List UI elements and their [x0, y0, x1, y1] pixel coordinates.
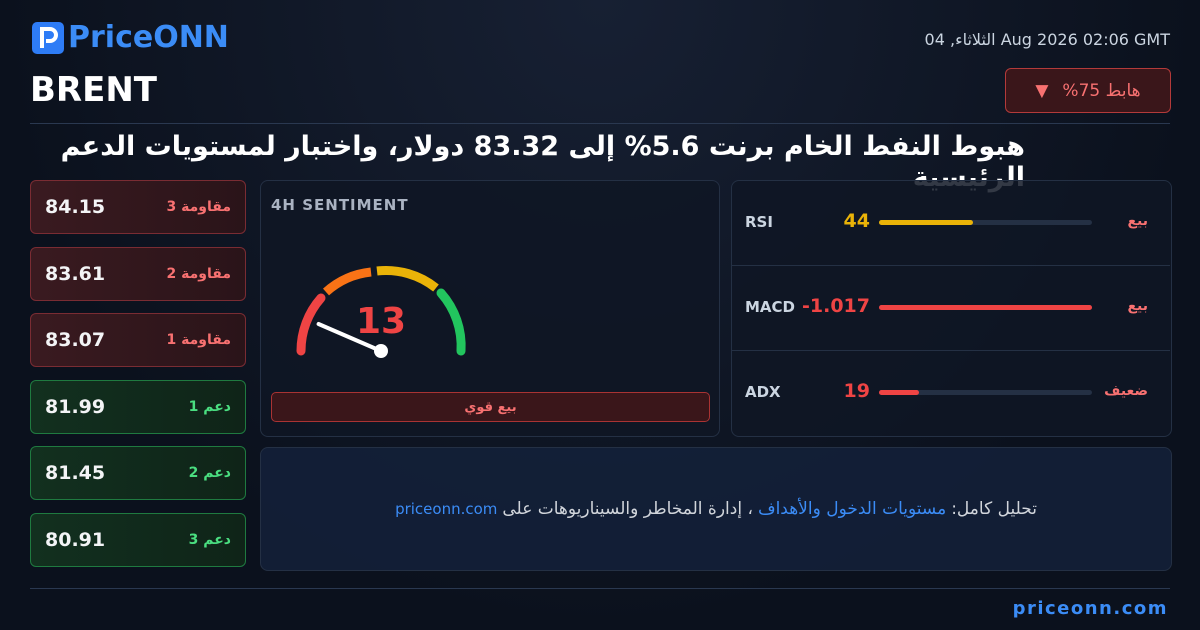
- sentiment-label: بيع قوي: [271, 392, 710, 422]
- indicator-bar: [879, 220, 973, 225]
- indicator-value: 44: [843, 210, 870, 232]
- indicator-row: ADX 19 ضعيف: [731, 350, 1170, 435]
- level-value: 81.45: [45, 462, 106, 485]
- datetime: الثلاثاء, 04 Aug 2026 02:06 GMT: [924, 30, 1170, 49]
- indicator-row: MACD -1.017 بيع: [731, 265, 1170, 351]
- logo: PriceONN: [68, 20, 229, 55]
- logo-icon: [32, 22, 64, 54]
- footer-site[interactable]: priceonn.com: [1012, 598, 1168, 619]
- cta: تحليل كامل: مستويات الدخول والأهداف ، إدار…: [260, 447, 1172, 571]
- level-label: مقاومة 1: [166, 332, 232, 349]
- symbol: BRENT: [30, 70, 157, 110]
- level-label: مقاومة 3: [166, 199, 232, 215]
- indicator-track: [879, 220, 1092, 225]
- indicator-value: -1.017: [802, 295, 870, 317]
- level-box: 84.15 مقاومة 3: [30, 180, 246, 234]
- level-value: 81.99: [45, 395, 106, 418]
- badge: ▼ %هابط 75: [1005, 68, 1171, 113]
- indicator-bar: [879, 390, 920, 395]
- cta-site[interactable]: priceonn.com: [395, 500, 498, 518]
- indicator-value: 19: [843, 380, 870, 402]
- level-box: 83.07 مقاومة 1: [30, 313, 246, 368]
- sentiment-title: 4H SENTIMENT: [271, 196, 409, 214]
- badge-icon: ▼: [1035, 80, 1049, 101]
- level-label: دعم 1: [188, 398, 231, 415]
- gauge-needle: [316, 321, 383, 353]
- indicator-signal: بيع: [1127, 298, 1148, 314]
- level-value: 83.07: [45, 329, 106, 352]
- level-value: 80.91: [45, 529, 106, 551]
- level-box: 81.99 دعم 1: [30, 379, 246, 434]
- level-label: مقاومة 2: [166, 265, 232, 282]
- indicator-name: MACD: [745, 298, 795, 316]
- indicator-signal: ضعيف: [1104, 383, 1148, 399]
- cta-prefix: تحليل كامل:: [951, 499, 1037, 519]
- indicator-signal: بيع: [1127, 213, 1148, 229]
- divider: [30, 588, 1170, 589]
- level-box: 83.61 مقاومة 2: [30, 246, 246, 301]
- indicator-name: RSI: [745, 213, 773, 231]
- level-box: 80.91 دعم 3: [30, 513, 246, 567]
- gauge-value: 13: [356, 301, 406, 342]
- cta-link[interactable]: مستويات الدخول والأهداف: [757, 499, 947, 519]
- headline: هبوط النفط الخام برنت 5.6% إلى 83.32 دول…: [60, 131, 1025, 193]
- gauge: 13: [296, 266, 466, 358]
- indicator-name: ADX: [745, 383, 781, 401]
- level-value: 83.61: [45, 262, 106, 285]
- indicator-track: [879, 305, 1092, 310]
- gauge-hub: [374, 344, 388, 358]
- level-label: دعم 2: [188, 465, 231, 482]
- level-label: دعم 3: [188, 532, 231, 548]
- level-box: 81.45 دعم 2: [30, 446, 246, 501]
- badge-text: %هابط 75: [1062, 80, 1141, 101]
- level-value: 84.15: [45, 196, 106, 218]
- indicator-bar: [879, 305, 1092, 310]
- indicator-row: RSI 44 بيع: [731, 180, 1170, 266]
- cta-rest: ، إدارة المخاطر والسيناريوهات على: [502, 499, 753, 519]
- indicator-track: [879, 390, 1092, 395]
- sentiment-panel: 4H SENTIMENT 13 بيع قوي: [260, 180, 720, 437]
- divider: [30, 123, 1170, 124]
